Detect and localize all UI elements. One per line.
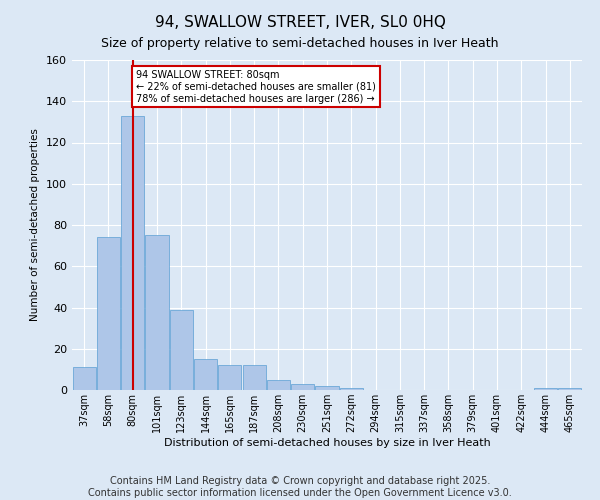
Bar <box>73 368 95 390</box>
Text: 94 SWALLOW STREET: 80sqm
← 22% of semi-detached houses are smaller (81)
78% of s: 94 SWALLOW STREET: 80sqm ← 22% of semi-d… <box>136 70 376 104</box>
Bar <box>194 359 217 390</box>
Y-axis label: Number of semi-detached properties: Number of semi-detached properties <box>31 128 40 322</box>
Bar <box>121 116 144 390</box>
Bar <box>559 388 581 390</box>
Bar <box>291 384 314 390</box>
Bar <box>316 386 338 390</box>
Bar <box>242 365 266 390</box>
Bar <box>97 238 120 390</box>
Bar <box>145 236 169 390</box>
Bar <box>218 365 241 390</box>
Text: Size of property relative to semi-detached houses in Iver Heath: Size of property relative to semi-detach… <box>101 38 499 51</box>
Text: Contains HM Land Registry data © Crown copyright and database right 2025.
Contai: Contains HM Land Registry data © Crown c… <box>88 476 512 498</box>
X-axis label: Distribution of semi-detached houses by size in Iver Heath: Distribution of semi-detached houses by … <box>164 438 490 448</box>
Bar <box>170 310 193 390</box>
Bar <box>267 380 290 390</box>
Bar <box>340 388 363 390</box>
Bar <box>534 388 557 390</box>
Text: 94, SWALLOW STREET, IVER, SL0 0HQ: 94, SWALLOW STREET, IVER, SL0 0HQ <box>155 15 445 30</box>
